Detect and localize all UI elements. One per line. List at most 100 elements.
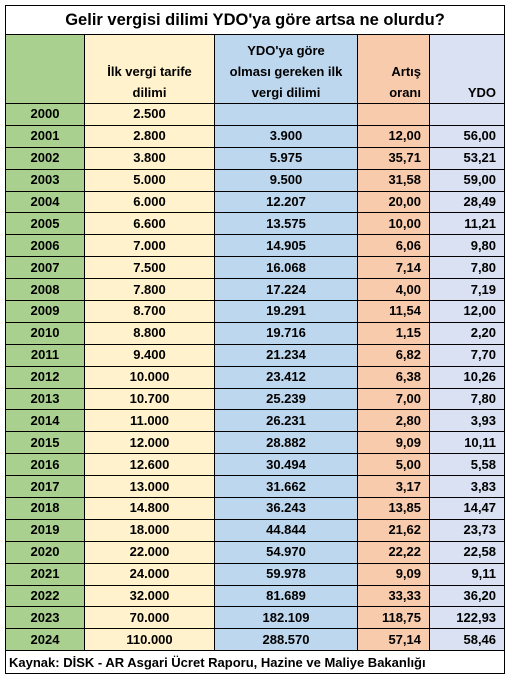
ilk-vergi-cell: 12.600: [84, 453, 215, 477]
ilk-vergi-cell: 110.000: [84, 628, 215, 652]
ydo-gore-cell: 59.978: [214, 562, 358, 586]
ydo-gore-cell: 3.900: [214, 124, 358, 148]
artis-orani-cell: 20,00: [357, 190, 430, 214]
ydo-cell: 56,00: [428, 124, 506, 148]
ilk-vergi-cell: 6.600: [84, 212, 215, 236]
ilk-vergi-cell: 2.800: [84, 124, 215, 148]
table-row: 2004 6.000 12.207 20,00 28,49: [5, 190, 506, 214]
table-body: 2000 2.500 2001 2.800 3.900 12,00 56,00 2002 3.8…: [5, 103, 506, 652]
ilk-vergi-cell: 32.000: [84, 584, 215, 608]
year-cell: 2017: [5, 475, 85, 499]
table-row: 2018 14.800 36.243 13,85 14,47: [5, 497, 506, 520]
artis-orani-cell: 22,22: [357, 540, 430, 564]
artis-orani-cell: 9,09: [357, 431, 430, 455]
ydo-gore-cell: 12.207: [214, 190, 358, 214]
artis-orani-cell: 7,00: [357, 387, 430, 411]
table-row: 2011 9.400 21.234 6,82 7,70: [5, 343, 506, 367]
ilk-vergi-cell: 13.000: [84, 475, 215, 499]
source-note: Kaynak: DİSK - AR Asgari Ücret Raporu, H…: [4, 650, 506, 674]
ydo-gore-cell: 13.575: [214, 212, 358, 236]
ydo-gore-cell: 26.231: [214, 409, 358, 433]
ilk-vergi-cell: 3.800: [84, 146, 215, 170]
ydo-gore-cell: 14.905: [214, 234, 358, 258]
ilk-vergi-cell: 8.800: [84, 321, 215, 345]
table-row: 2010 8.800 19.716 1,15 2,20: [5, 321, 506, 345]
artis-orani-cell: 1,15: [357, 321, 430, 345]
artis-orani-cell: 7,14: [357, 256, 430, 280]
header-ydo-gore-vergi-dilimi: YDO'ya göre olması gereken ilk vergi dil…: [214, 34, 358, 104]
ydo-gore-cell: [214, 103, 358, 126]
year-cell: 2008: [5, 278, 85, 302]
table-row: 2021 24.000 59.978 9,09 9,11: [5, 562, 506, 586]
artis-orani-cell: 2,80: [357, 409, 430, 433]
table-row: 2014 11.000 26.231 2,80 3,93: [5, 409, 506, 433]
ilk-vergi-cell: 70.000: [84, 606, 215, 630]
year-cell: 2020: [5, 540, 85, 564]
ydo-gore-cell: 21.234: [214, 343, 358, 367]
table-row: 2022 32.000 81.689 33,33 36,20: [5, 584, 506, 608]
year-cell: 2013: [5, 387, 85, 411]
ilk-vergi-cell: 22.000: [84, 540, 215, 564]
ydo-cell: 10,26: [428, 365, 506, 389]
table-row: 2015 12.000 28.882 9,09 10,11: [5, 431, 506, 455]
ydo-cell: 22,58: [428, 540, 506, 564]
ydo-gore-cell: 30.494: [214, 453, 358, 477]
table-row: 2016 12.600 30.494 5,00 5,58: [5, 453, 506, 477]
ydo-cell: 7,19: [428, 278, 506, 302]
ydo-cell: 10,11: [428, 431, 506, 455]
ydo-gore-cell: 182.109: [214, 606, 358, 630]
year-cell: 2004: [5, 190, 85, 214]
year-cell: 2002: [5, 146, 85, 170]
ilk-vergi-cell: 7.800: [84, 278, 215, 302]
ydo-cell: 2,20: [428, 321, 506, 345]
year-cell: 2006: [5, 234, 85, 258]
header-artis-orani: Artış oranı: [357, 34, 430, 104]
ydo-gore-cell: 19.291: [214, 300, 358, 323]
table-row: 2008 7.800 17.224 4,00 7,19: [5, 278, 506, 302]
year-cell: 2011: [5, 343, 85, 367]
ydo-cell: 9,11: [428, 562, 506, 586]
year-cell: 2012: [5, 365, 85, 389]
artis-orani-cell: 5,00: [357, 453, 430, 477]
ydo-cell: 59,00: [428, 168, 506, 192]
ydo-gore-cell: 9.500: [214, 168, 358, 192]
ydo-cell: 7,80: [428, 256, 506, 280]
ydo-gore-cell: 17.224: [214, 278, 358, 302]
ydo-gore-cell: 288.570: [214, 628, 358, 652]
ydo-cell: 3,93: [428, 409, 506, 433]
ilk-vergi-cell: 2.500: [84, 103, 215, 126]
header-artis-line1: Artış: [391, 64, 421, 79]
ydo-gore-cell: 54.970: [214, 540, 358, 564]
year-cell: 2014: [5, 409, 85, 433]
ilk-vergi-cell: 11.000: [84, 409, 215, 433]
artis-orani-cell: 118,75: [357, 606, 430, 630]
artis-orani-cell: 31,58: [357, 168, 430, 192]
artis-orani-cell: 10,00: [357, 212, 430, 236]
header-ilk-vergi-tarife-dilimi: İlk vergi tarife dilimi: [84, 34, 215, 104]
ydo-gore-cell: 16.068: [214, 256, 358, 280]
ydo-cell: 122,93: [428, 606, 506, 630]
header-gore-line3: vergi dilimi: [251, 85, 321, 100]
ydo-cell: 9,80: [428, 234, 506, 258]
year-cell: 2019: [5, 518, 85, 542]
ilk-vergi-cell: 9.400: [84, 343, 215, 367]
year-cell: 2022: [5, 584, 85, 608]
ydo-gore-cell: 36.243: [214, 497, 358, 520]
artis-orani-cell: 33,33: [357, 584, 430, 608]
ydo-cell: 58,46: [428, 628, 506, 652]
year-cell: 2010: [5, 321, 85, 345]
ydo-cell: 14,47: [428, 497, 506, 520]
table-row: 2009 8.700 19.291 11,54 12,00: [5, 300, 506, 323]
table-row: 2002 3.800 5.975 35,71 53,21: [5, 146, 506, 170]
ydo-cell: 5,58: [428, 453, 506, 477]
ilk-vergi-cell: 24.000: [84, 562, 215, 586]
header-gore-line1: YDO'ya göre: [247, 43, 325, 58]
table-row: 2017 13.000 31.662 3,17 3,83: [5, 475, 506, 499]
header-ilk-line2: dilimi: [132, 85, 167, 100]
year-cell: 2000: [5, 103, 85, 126]
ydo-cell: [428, 103, 506, 126]
table-title: Gelir vergisi dilimi YDO'ya göre artsa n…: [4, 5, 506, 35]
year-cell: 2009: [5, 300, 85, 323]
ydo-gore-cell: 28.882: [214, 431, 358, 455]
table-row: 2001 2.800 3.900 12,00 56,00: [5, 124, 506, 148]
